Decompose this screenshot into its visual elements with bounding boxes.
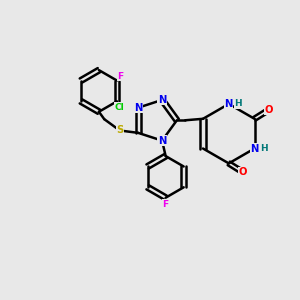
Text: F: F — [163, 200, 169, 209]
Text: H: H — [235, 99, 242, 108]
Text: N: N — [158, 136, 166, 146]
Text: N: N — [134, 103, 142, 113]
Text: N: N — [250, 143, 259, 154]
Text: N: N — [225, 99, 233, 109]
Text: F: F — [117, 72, 124, 81]
Text: N: N — [158, 95, 166, 105]
Text: Cl: Cl — [114, 103, 124, 112]
Text: O: O — [239, 167, 247, 177]
Text: O: O — [265, 105, 273, 115]
Text: S: S — [116, 125, 123, 136]
Text: H: H — [260, 144, 268, 153]
